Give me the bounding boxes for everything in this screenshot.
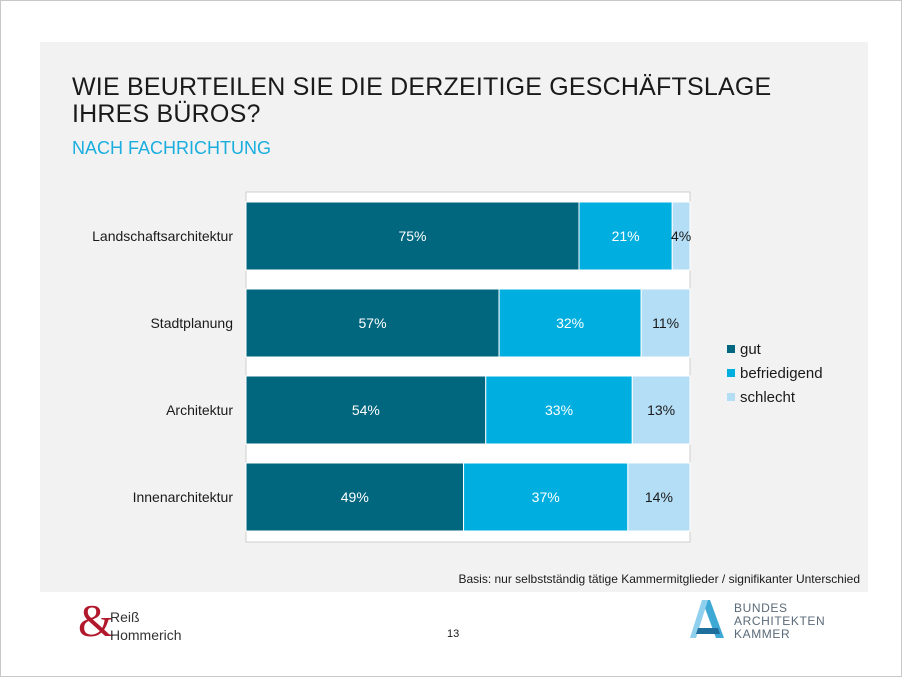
bar-segment-befriedigend (498, 288, 642, 358)
data-label: 11% (652, 315, 679, 331)
bar-segment-gut (245, 462, 465, 532)
logo-line-2: Hommerich (110, 627, 182, 643)
legend-item-schlecht: schlecht (727, 385, 823, 409)
bak-line-1: BUNDES (734, 601, 788, 615)
data-label: 54% (352, 402, 380, 418)
chart-subtitle: NACH FACHRICHTUNG (72, 138, 272, 158)
bundesarchitektenkammer-logo: BUNDES ARCHITEKTEN KAMMER (688, 600, 825, 645)
legend-swatch (727, 345, 735, 353)
bar-segment-gut (245, 288, 500, 358)
bak-line-3: KAMMER (734, 627, 791, 641)
legend-swatch (727, 393, 735, 401)
bak-wordmark: BUNDES ARCHITEKTEN KAMMER (734, 602, 825, 641)
bar-segment-schlecht (640, 288, 691, 358)
basis-note: Basis: nur selbstständig tätige Kammermi… (458, 572, 860, 586)
data-label: 4% (671, 228, 691, 244)
category-label: Architektur (166, 402, 233, 418)
bar-segment-gut (245, 201, 580, 271)
legend-label: schlecht (740, 388, 796, 406)
data-label: 33% (545, 402, 573, 418)
logo-line-1: Reiß (110, 609, 140, 625)
data-label: 13% (647, 402, 675, 418)
legend-item-gut: gut (727, 337, 823, 361)
bar-segment-schlecht (627, 462, 691, 532)
page-number: 13 (447, 628, 460, 640)
data-label: 75% (398, 228, 426, 244)
bar-segment-befriedigend (463, 462, 629, 532)
bar-segment-befriedigend (578, 201, 673, 271)
bar-segment-schlecht (631, 375, 691, 445)
data-label: 32% (556, 315, 584, 331)
bak-line-2: ARCHITEKTEN (734, 614, 826, 628)
category-label: Stadtplanung (150, 315, 233, 331)
reiss-hommerich-wordmark: Reiß Hommerich (110, 608, 182, 644)
data-label: 21% (612, 228, 640, 244)
data-label: 49% (341, 489, 369, 505)
category-label: Landschaftsarchitektur (92, 228, 233, 244)
legend-swatch (727, 369, 735, 377)
chart-legend: gut befriedigend schlecht (727, 337, 823, 409)
bar-segment-schlecht (671, 201, 691, 271)
legend-label: gut (740, 340, 761, 358)
data-label: 14% (645, 489, 673, 505)
category-label: Innenarchitektur (133, 489, 234, 505)
chart-title: WIE BEURTEILEN SIE DIE DERZEITIGE GESCHÄ… (72, 73, 772, 128)
ampersand-logo-mark: & (78, 595, 114, 646)
bar-segment-befriedigend (485, 375, 633, 445)
data-label: 57% (359, 315, 387, 331)
bar-segment-gut (245, 375, 487, 445)
bak-a-icon (690, 600, 724, 638)
legend-label: befriedigend (740, 364, 823, 382)
legend-item-befriedigend: befriedigend (727, 361, 823, 385)
data-label: 37% (532, 489, 560, 505)
